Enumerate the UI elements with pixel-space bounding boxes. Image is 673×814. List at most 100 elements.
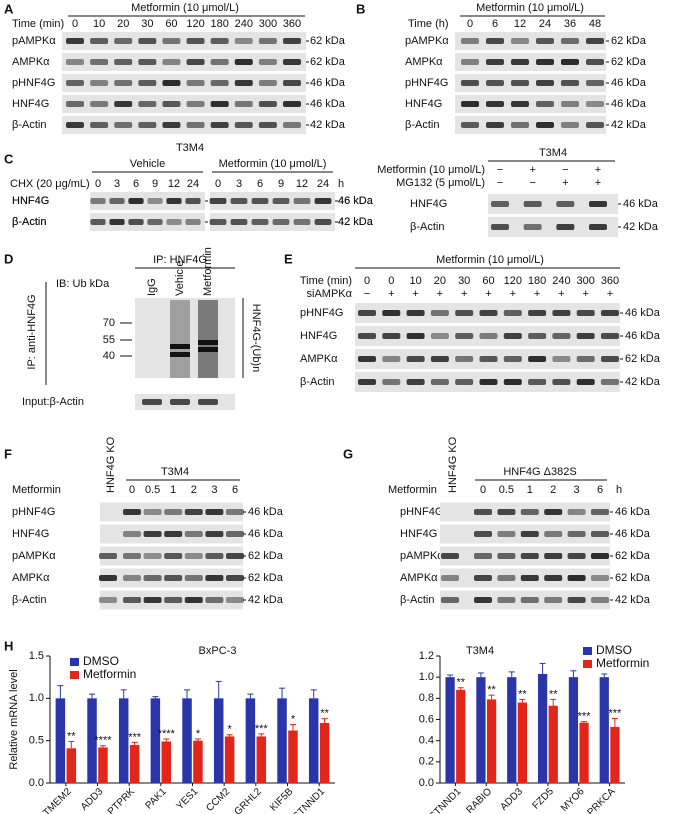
bar bbox=[537, 673, 548, 783]
time: 2 bbox=[550, 484, 556, 496]
legend-label: Metformin bbox=[596, 656, 649, 670]
row-label: pHNF4G bbox=[400, 506, 443, 518]
blot-band bbox=[210, 80, 229, 86]
blot-band bbox=[143, 531, 162, 537]
row-label: β-Actin bbox=[12, 119, 46, 131]
time: 0.5 bbox=[499, 484, 514, 496]
blot-band bbox=[511, 59, 529, 65]
row-label: pAMPKα bbox=[12, 35, 56, 47]
blot-band bbox=[461, 59, 479, 65]
blot-band bbox=[90, 122, 109, 128]
bar bbox=[456, 689, 466, 783]
blot-band bbox=[461, 80, 479, 86]
row-label: HNF4G bbox=[12, 528, 49, 540]
condition: MG132 (5 μmol/L) bbox=[396, 177, 485, 189]
blot-band bbox=[591, 553, 609, 559]
blot-band bbox=[314, 198, 332, 204]
blot-band bbox=[210, 122, 229, 128]
blot-band bbox=[143, 553, 162, 559]
row-label: HNF4G bbox=[410, 198, 447, 210]
x-tick-label: PRKCA bbox=[585, 786, 617, 814]
blot-band bbox=[511, 80, 529, 86]
time: 3 bbox=[574, 484, 580, 496]
sign: + bbox=[595, 164, 601, 176]
time-label: Time (h) bbox=[408, 18, 449, 30]
row-label: β-Actin bbox=[300, 376, 334, 388]
significance: *** bbox=[128, 731, 142, 743]
size-label: 62 kDa bbox=[611, 56, 647, 68]
treatment-label: Metformin bbox=[388, 484, 437, 496]
blot-band bbox=[474, 553, 492, 559]
ib-label: IB: Ub kDa bbox=[56, 278, 110, 290]
time: 0 bbox=[388, 275, 394, 287]
size-label: 46 kDa bbox=[615, 528, 651, 540]
row-label: AMPKα bbox=[400, 572, 438, 584]
blot-band bbox=[601, 356, 619, 362]
time: 6 bbox=[257, 178, 263, 190]
bar bbox=[224, 736, 235, 783]
blot-band bbox=[205, 597, 224, 603]
blot-band bbox=[293, 219, 311, 225]
blot-band bbox=[358, 379, 376, 385]
blot-band bbox=[601, 379, 619, 385]
blot-band bbox=[536, 38, 554, 44]
row-label: pHNF4G bbox=[405, 77, 448, 89]
x-tick-label: KIF5B bbox=[268, 786, 296, 814]
blot-band bbox=[99, 553, 117, 559]
blot-band bbox=[406, 333, 425, 339]
blot-band bbox=[441, 553, 459, 559]
time: 1 bbox=[170, 484, 176, 496]
row-label: AMPKα bbox=[405, 56, 443, 68]
blot-band bbox=[184, 509, 203, 515]
y-tick-label: 1.5 bbox=[29, 650, 44, 662]
blot-band bbox=[455, 356, 474, 362]
time: 120 bbox=[186, 18, 204, 30]
blot-strip bbox=[62, 95, 306, 113]
blot-band bbox=[162, 101, 181, 107]
bar bbox=[150, 698, 161, 783]
blot-band bbox=[258, 122, 277, 128]
blot-band bbox=[474, 575, 492, 581]
row-label: AMPKα bbox=[300, 353, 338, 365]
blot-band bbox=[455, 379, 474, 385]
row-label: AMPKα bbox=[12, 572, 50, 584]
blot-band bbox=[234, 101, 253, 107]
significance: *** bbox=[608, 707, 622, 719]
size-label: 42 kDa bbox=[310, 119, 346, 131]
significance: ** bbox=[67, 730, 76, 742]
blot-band bbox=[586, 80, 604, 86]
bar bbox=[476, 677, 486, 783]
blot-band bbox=[128, 198, 144, 204]
blot-band bbox=[185, 219, 201, 225]
blot-band bbox=[272, 198, 290, 204]
blot-band bbox=[479, 379, 498, 385]
blot-band bbox=[561, 122, 579, 128]
input-label: Input:β-Actin bbox=[22, 396, 84, 408]
size-label: 62 kDa bbox=[615, 550, 651, 562]
blot-strip bbox=[455, 32, 606, 50]
blot-band bbox=[90, 80, 109, 86]
blot-band bbox=[567, 597, 586, 603]
bar bbox=[245, 698, 256, 783]
time: 0 bbox=[467, 18, 473, 30]
time: 6 bbox=[232, 484, 238, 496]
blot-band bbox=[520, 531, 539, 537]
bar bbox=[517, 702, 528, 783]
time: 12 bbox=[296, 178, 308, 190]
blot-band bbox=[486, 80, 504, 86]
blot-strip bbox=[210, 213, 335, 231]
blot-band bbox=[170, 352, 190, 357]
blot-band bbox=[184, 575, 203, 581]
treatment: Metformin (10 μmol/L) bbox=[131, 2, 239, 14]
time: 48 bbox=[589, 18, 601, 30]
size-label: 62 kDa bbox=[248, 572, 284, 584]
blot-band bbox=[186, 80, 205, 86]
blot-band bbox=[186, 38, 205, 44]
bar bbox=[308, 698, 319, 783]
blot-band bbox=[283, 80, 301, 86]
row-label: β-Actin bbox=[12, 216, 46, 228]
size-label: 46 kDa bbox=[338, 195, 374, 207]
time: 3 bbox=[211, 484, 217, 496]
bracket-label: HNF4G-(Ub)n bbox=[250, 304, 262, 372]
bar bbox=[486, 699, 497, 783]
